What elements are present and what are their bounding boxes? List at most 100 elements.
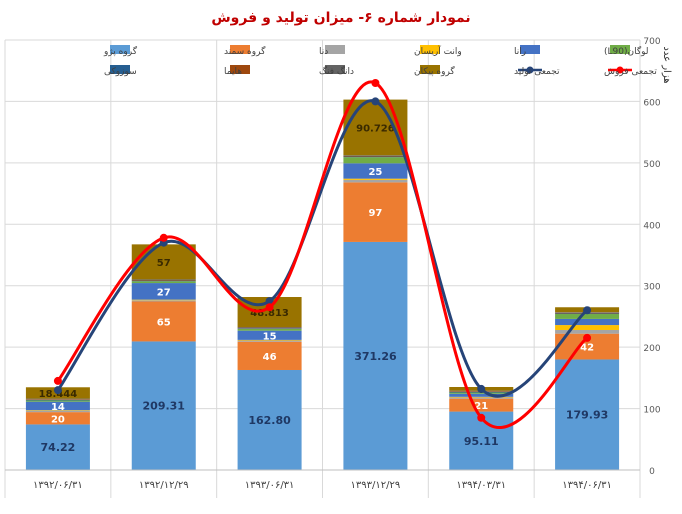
data-label: 20 bbox=[51, 414, 65, 425]
legend-label: لوگان(L90) bbox=[604, 45, 649, 57]
legend-label: دانگ فنگ bbox=[319, 65, 354, 77]
bar-segment bbox=[237, 340, 302, 342]
legend-swatch bbox=[610, 45, 630, 54]
legend-swatch bbox=[230, 45, 250, 54]
legend-label: هایما bbox=[224, 67, 242, 77]
data-label: 42 bbox=[580, 343, 594, 354]
bar-segment bbox=[131, 299, 196, 301]
bar-segment bbox=[237, 327, 302, 329]
legend-swatch bbox=[110, 65, 130, 74]
data-label: 65 bbox=[157, 317, 171, 328]
y-tick-label: 500 bbox=[643, 160, 660, 170]
series-point bbox=[583, 333, 592, 342]
data-label: 162.80 bbox=[248, 414, 291, 427]
series-point bbox=[265, 303, 274, 312]
data-label: 21 bbox=[474, 401, 488, 412]
bar-segment bbox=[343, 178, 408, 180]
legend-marker bbox=[526, 66, 534, 74]
legend-marker bbox=[616, 66, 624, 74]
bar-segment bbox=[343, 241, 408, 470]
series-point bbox=[477, 413, 486, 422]
data-label: 90.726 bbox=[356, 123, 395, 134]
legend: گروه پژو گروه سمند دنا وانت آریسان رانا لوگان… bbox=[103, 45, 657, 77]
x-tick-label: ۱۳۹۴/۰۶/۳۱ bbox=[562, 480, 612, 491]
data-label: 97 bbox=[368, 208, 382, 219]
bar-segment bbox=[343, 157, 408, 164]
bar-segment bbox=[449, 397, 514, 399]
series-point bbox=[477, 384, 486, 393]
bar-segment bbox=[131, 283, 196, 300]
axes: 0 100 200 300 400 500 600 700 ۱۳۹۲/۰۶/۳۱ ۱۳۹۲/۱۲/… bbox=[5, 37, 661, 491]
data-label: 57 bbox=[157, 258, 171, 269]
bar-segment bbox=[237, 328, 302, 329]
bar-segment bbox=[555, 314, 620, 319]
series-lines bbox=[53, 79, 592, 429]
y-tick-label: 200 bbox=[643, 344, 660, 354]
series-point bbox=[583, 306, 592, 315]
bar-segment bbox=[131, 341, 196, 470]
chart-title: نمودار شماره ۶- میزان تولید و فروش bbox=[211, 10, 470, 26]
x-tick-label: ۱۳۹۳/۰۶/۳۱ bbox=[245, 480, 295, 491]
data-label: 14 bbox=[51, 402, 65, 413]
y-axis-title: هزار عدد bbox=[661, 46, 672, 83]
data-label: 179.93 bbox=[566, 409, 608, 422]
bar-segment bbox=[237, 339, 302, 341]
data-label: 371.26 bbox=[354, 350, 397, 363]
bar-segment bbox=[25, 399, 90, 400]
legend-label: گروه سمند bbox=[224, 45, 266, 57]
bar-segment bbox=[237, 330, 302, 340]
data-label: 18.444 bbox=[39, 389, 78, 400]
legend-swatch bbox=[420, 45, 440, 54]
bar-segment bbox=[343, 156, 408, 158]
y-tick-label: 400 bbox=[643, 221, 660, 231]
series-point bbox=[53, 386, 62, 395]
series-point bbox=[371, 97, 380, 106]
data-label: 27 bbox=[157, 287, 171, 298]
bar-segment bbox=[237, 326, 302, 328]
data-label: 48.813 bbox=[250, 308, 289, 319]
bar-segment bbox=[25, 410, 90, 413]
data-label: 209.31 bbox=[143, 400, 185, 413]
x-tick-label: ۱۳۹۳/۱۲/۲۹ bbox=[351, 480, 401, 491]
legend-label: گروه پیکان bbox=[414, 65, 455, 77]
bar-segment bbox=[25, 399, 90, 401]
bar-segment bbox=[237, 369, 302, 470]
bar-segment bbox=[25, 410, 90, 411]
bars bbox=[25, 99, 620, 470]
bar-segment bbox=[131, 281, 196, 284]
bar-segment bbox=[555, 318, 620, 326]
bar-segment bbox=[343, 155, 408, 156]
bar-segment bbox=[343, 163, 408, 179]
bar-segment bbox=[25, 401, 90, 411]
y-tick-label: 600 bbox=[643, 98, 660, 108]
bar-segment bbox=[131, 300, 196, 302]
y-tick-label: 700 bbox=[643, 37, 660, 47]
bar-segment bbox=[343, 179, 408, 183]
x-tick-label: ۱۳۹۴/۰۳/۳۱ bbox=[456, 480, 506, 491]
bar-segment bbox=[25, 398, 90, 400]
bar-segment bbox=[343, 155, 408, 157]
y-tick-label: 100 bbox=[643, 406, 660, 416]
legend-swatch bbox=[325, 45, 345, 54]
legend-label: تجمعی تولید bbox=[514, 67, 560, 77]
legend-label: تجمعی فروش bbox=[604, 67, 657, 77]
bar-segment bbox=[131, 279, 196, 281]
data-label: 15 bbox=[263, 331, 277, 342]
bar-segment bbox=[449, 393, 514, 397]
legend-label: دنا bbox=[319, 47, 328, 57]
bar-segment bbox=[449, 392, 514, 394]
series-point bbox=[371, 79, 380, 87]
legend-swatch bbox=[520, 45, 540, 54]
bar-segment bbox=[25, 412, 90, 425]
series-point bbox=[265, 297, 274, 306]
series-point bbox=[53, 376, 62, 385]
bar-segment bbox=[555, 359, 620, 470]
legend-label: رانا bbox=[514, 47, 526, 57]
bar-segment bbox=[25, 400, 90, 402]
bar-segment bbox=[343, 182, 408, 242]
bar-segment bbox=[237, 328, 302, 331]
x-tick-label: ۱۳۹۲/۱۲/۲۹ bbox=[139, 480, 189, 491]
y-tick-label: 300 bbox=[643, 283, 660, 293]
